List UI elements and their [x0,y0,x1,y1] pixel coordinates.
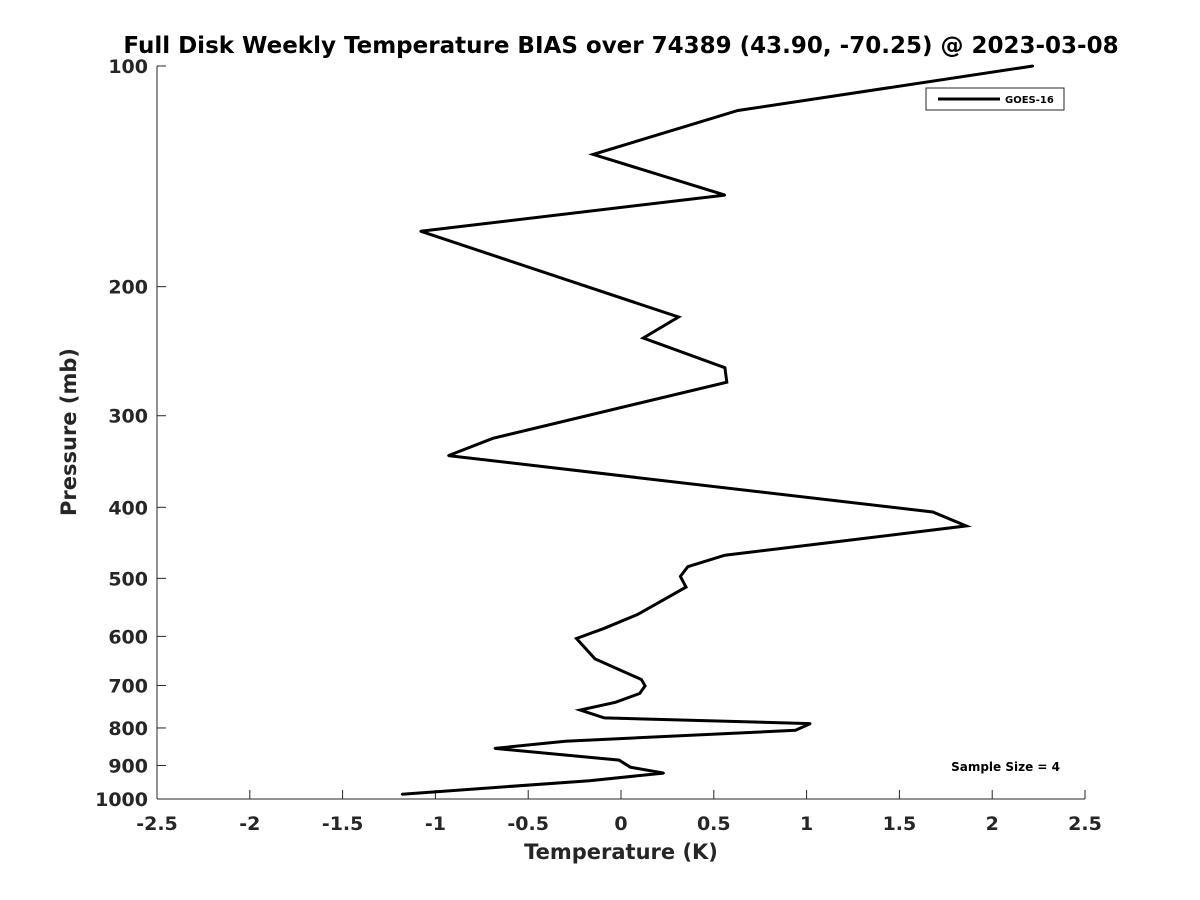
plot-axes [156,66,1085,800]
x-tick-label: -0.5 [507,813,549,835]
data-point [794,729,797,732]
data-point [965,524,968,528]
x-tick-label: -2.5 [136,813,178,835]
x-tick-label: 0.5 [697,813,731,835]
data-point [617,758,621,762]
data-point [833,540,836,544]
data-point [1031,64,1035,68]
data-point [643,684,647,688]
x-axis-ticks: -2.5 -2 -1.5 -1 -0.5 0 0.5 1 1.5 2 2.5 [136,790,1102,835]
data-point [677,315,680,319]
legend: GOES-16 [925,87,1065,111]
y-tick-label: 600 [108,626,148,648]
data-point [575,637,578,640]
data-point [603,627,606,630]
x-axis-label: Temperature (K) [524,840,718,864]
data-point [809,722,812,725]
data-point [636,613,639,616]
data-point [593,657,597,661]
y-tick-label: 400 [108,497,148,519]
chart-title: Full Disk Weekly Temperature BIAS over 7… [123,33,1118,59]
data-point [723,554,727,557]
data-point [686,565,689,568]
legend-label: GOES-16 [1005,95,1054,106]
data-point [447,454,450,457]
series-layer [400,64,1035,796]
x-tick-label: 0 [614,813,627,835]
data-point [723,366,727,369]
x-tick-label: -1 [425,813,446,835]
data-point [564,740,567,743]
data-point [491,437,495,440]
data-point [662,771,665,775]
data-point [684,585,688,589]
x-tick-label: 1 [800,813,813,835]
x-tick-label: 2.5 [1068,813,1102,835]
data-point [592,153,595,156]
data-point [638,692,641,695]
x-tick-label: -1.5 [322,813,364,835]
data-point [736,109,740,112]
y-tick-label: 200 [108,277,148,299]
y-tick-label: 800 [108,718,148,740]
data-point [419,230,422,233]
y-axis-ticks: 100 200 300 400 500 600 700 800 900 1000 [95,56,166,811]
data-point [640,678,643,681]
data-point [614,701,617,704]
sample-size-annotation: Sample Size = 4 [951,760,1060,774]
data-point [642,336,645,340]
y-tick-label: 100 [108,56,148,78]
data-point [588,779,591,782]
y-axis-label: Pressure (mb) [57,348,81,516]
y-tick-label: 1000 [95,789,148,811]
data-point [931,510,934,514]
data-point [629,766,632,769]
data-point [725,381,728,384]
data-point [400,793,404,796]
data-point [679,575,682,578]
data-point [603,716,606,720]
data-point [493,747,496,750]
x-tick-label: 1.5 [883,813,917,835]
y-tick-label: 900 [108,755,148,777]
data-point [723,193,727,197]
x-tick-label: -2 [239,813,260,835]
series-line-0 [401,64,1034,796]
y-tick-label: 700 [108,675,148,697]
x-tick-label: 2 [986,813,999,835]
y-tick-label: 500 [108,568,148,590]
y-tick-label: 300 [108,406,148,428]
data-point [579,708,582,712]
